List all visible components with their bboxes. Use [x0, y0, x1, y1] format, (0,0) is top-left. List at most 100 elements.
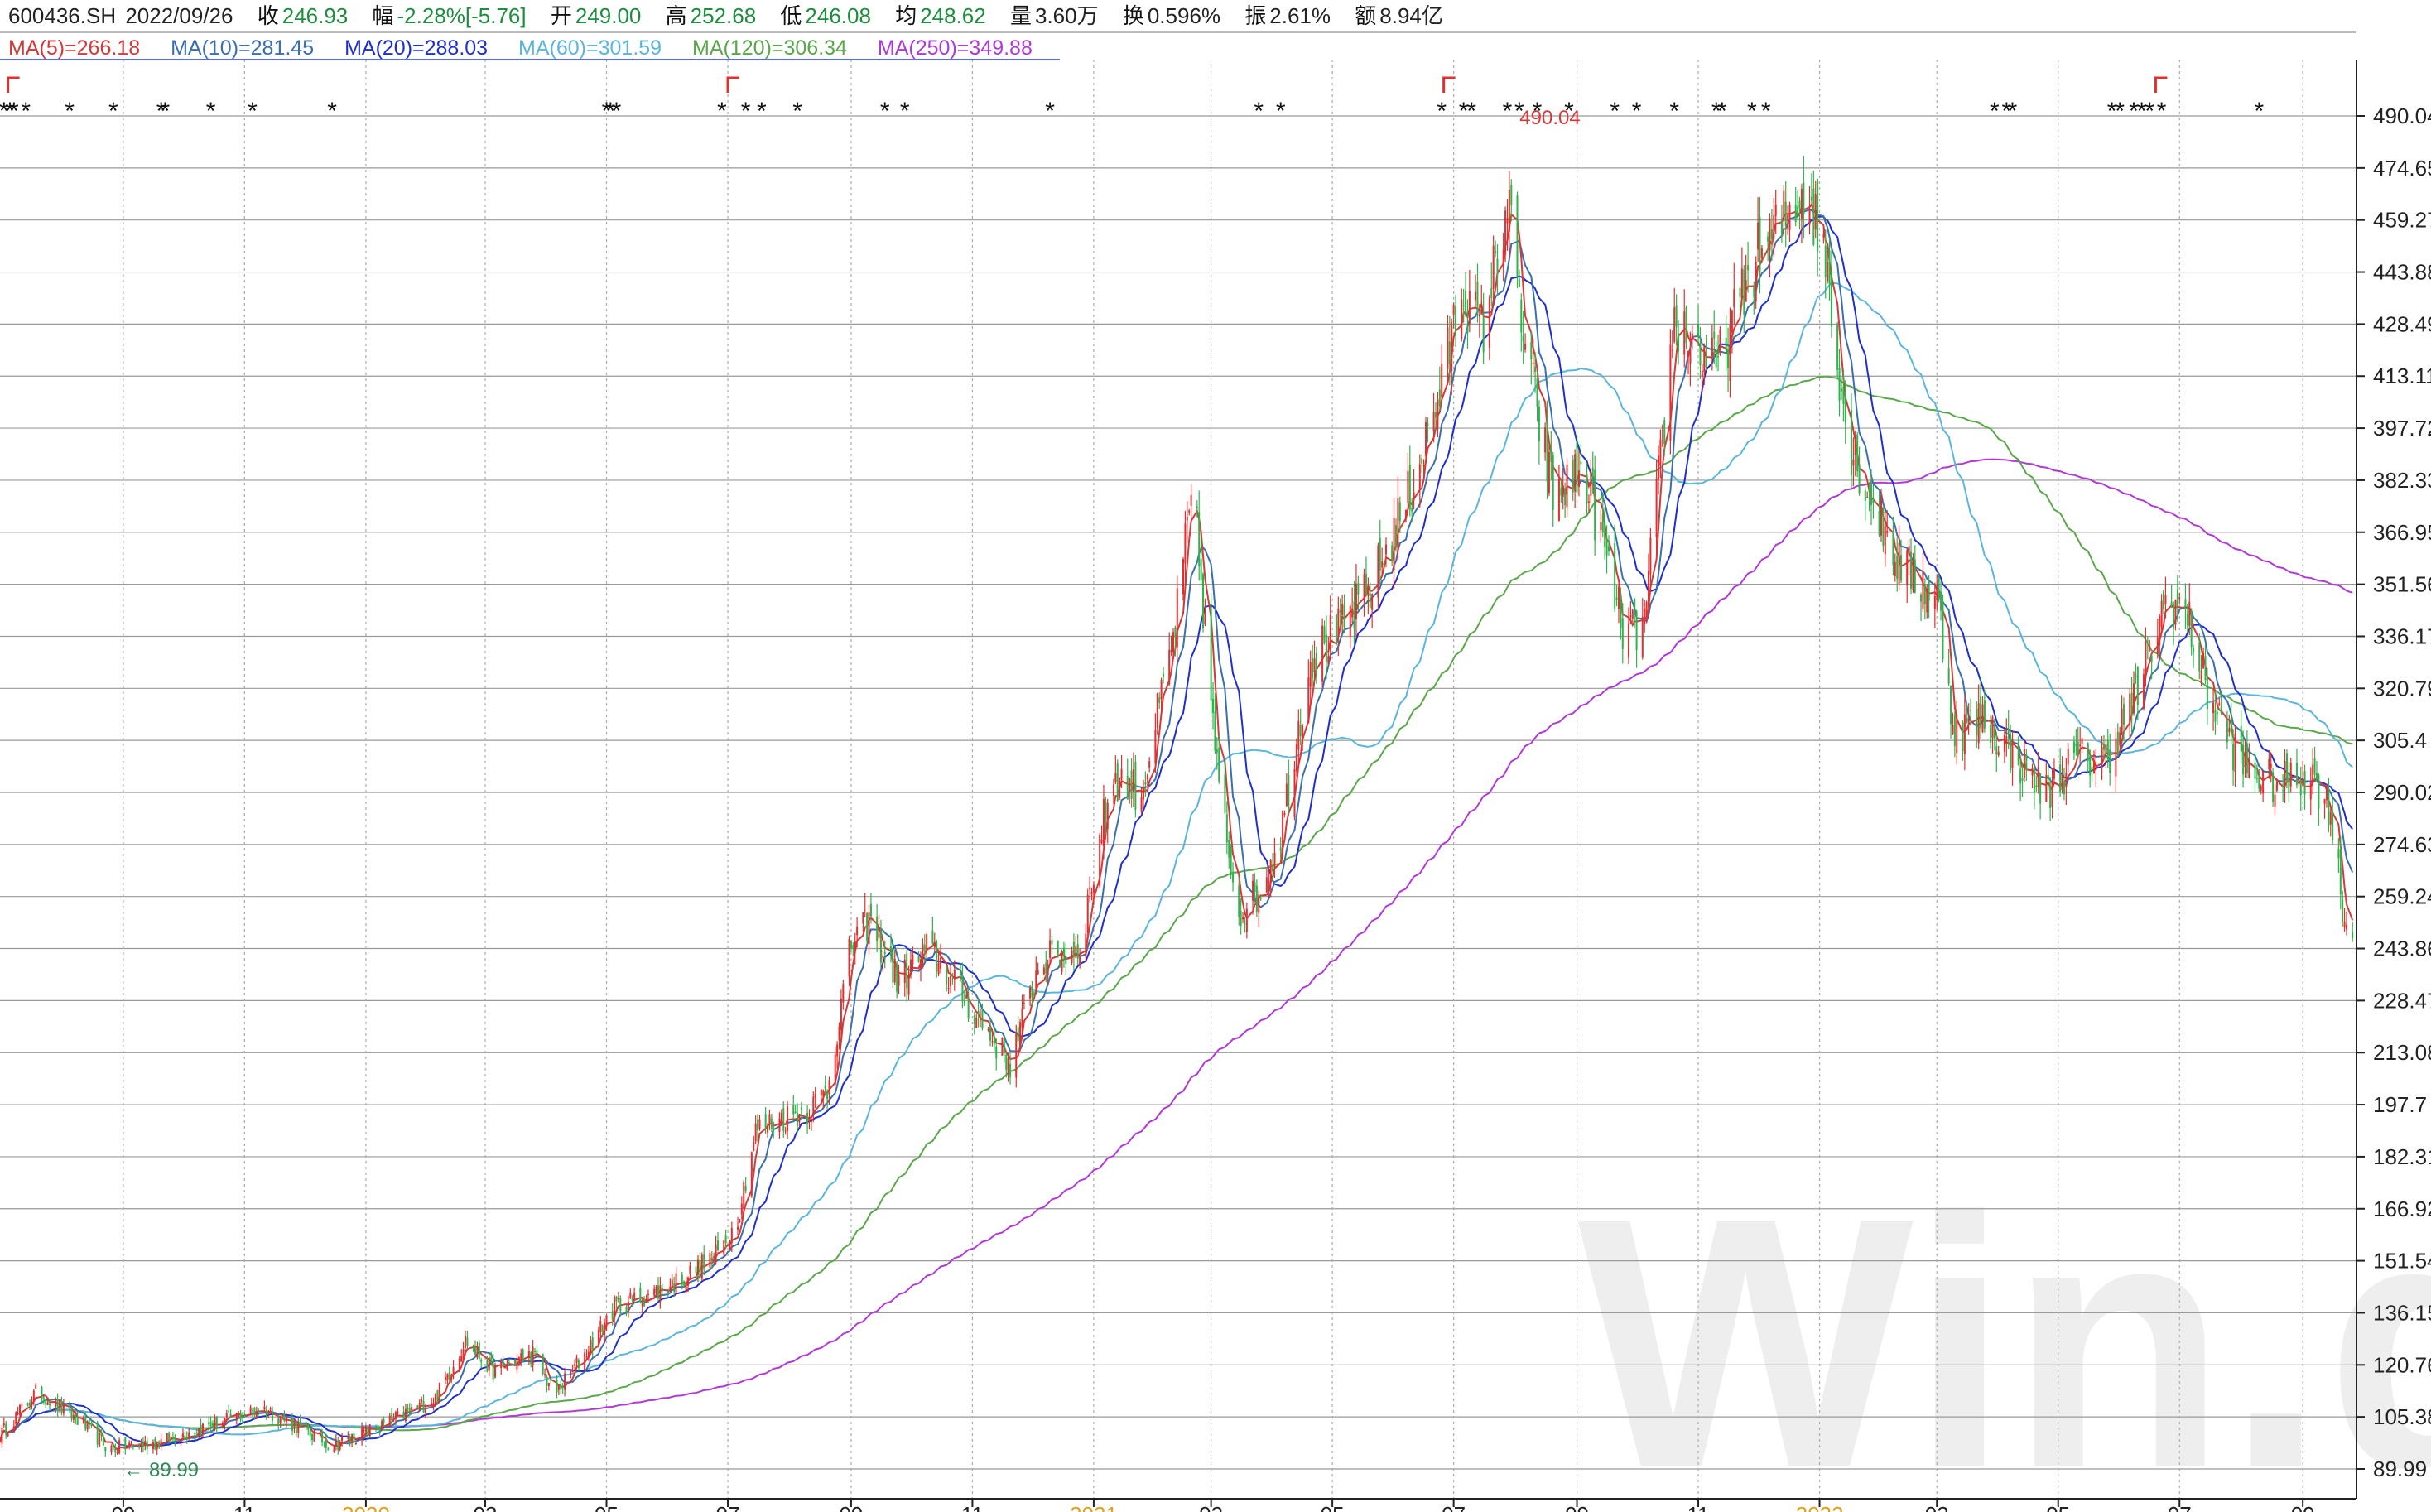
candle-body	[1828, 250, 1831, 285]
x-tick-label: 07	[2168, 1502, 2192, 1512]
candle-body	[1408, 465, 1411, 510]
candle-body	[1466, 325, 1469, 334]
candle-body	[1755, 262, 1757, 301]
candle-body	[1363, 574, 1365, 600]
event-marker: *	[741, 98, 751, 125]
candle-body	[1522, 335, 1524, 342]
candle-body	[2145, 643, 2147, 678]
candle-body	[1379, 537, 1381, 571]
candle-body	[128, 1442, 131, 1447]
candle-body	[299, 1420, 301, 1425]
candle-body	[730, 1228, 733, 1244]
candle-body	[1557, 479, 1560, 521]
candle-body	[49, 1403, 51, 1406]
ma20-legend[interactable]: MA(20)=288.03	[344, 36, 489, 60]
candle-body	[975, 1017, 978, 1028]
candles[interactable]	[0, 156, 2354, 1457]
candle-body	[1398, 502, 1401, 522]
candle-body	[1641, 616, 1644, 657]
candle-body	[561, 1385, 564, 1389]
event-markers[interactable]: *** * * * ** * * * *** * * * * * * * * * * ** * * * * * * * ** * * * **…	[0, 76, 2264, 125]
candle-body	[1745, 280, 1747, 302]
candle-body	[604, 1322, 606, 1336]
volume-value: 3.60万	[1034, 3, 1099, 28]
candle-body	[1120, 768, 1123, 780]
candle-body	[546, 1376, 548, 1386]
candle-body	[1908, 546, 1910, 556]
candle-body	[1713, 331, 1716, 339]
candle-body	[1689, 349, 1692, 364]
candle-body	[363, 1430, 365, 1432]
candle-body	[1252, 880, 1254, 901]
candle-body	[2102, 744, 2105, 750]
candle-body	[1019, 1022, 1022, 1048]
candle-body	[2010, 734, 2012, 771]
candle-body	[1042, 967, 1045, 975]
candle-body	[717, 1240, 720, 1251]
candle-body	[2193, 648, 2195, 653]
candle-body	[1743, 269, 1745, 315]
event-marker: *	[1254, 98, 1264, 125]
candle-body	[404, 1408, 407, 1422]
candle-body	[794, 1111, 797, 1114]
candle-body	[32, 1390, 35, 1402]
candle-body	[1604, 522, 1606, 547]
candle-body	[1587, 501, 1590, 503]
candle-body	[685, 1281, 687, 1290]
candle-body	[2077, 741, 2079, 755]
candle-body	[723, 1240, 725, 1254]
candle-body	[1947, 668, 1950, 684]
candle-body	[508, 1362, 510, 1364]
candle-body	[12, 1426, 15, 1433]
candle-body	[1884, 526, 1886, 555]
candle-body	[2206, 677, 2208, 710]
open-value: 249.00	[575, 3, 642, 28]
candle-body	[239, 1413, 242, 1420]
candle-body	[917, 956, 920, 963]
candle-body	[1245, 908, 1248, 932]
ma120-legend[interactable]: MA(120)=306.34	[692, 36, 847, 60]
candle-body	[808, 1117, 811, 1120]
candle-body	[1576, 442, 1578, 493]
candle-body	[1508, 189, 1510, 232]
candle-body	[277, 1418, 280, 1425]
candle-body	[836, 1044, 839, 1057]
candle-body	[1550, 447, 1552, 462]
candle-body	[898, 975, 900, 986]
candle-body	[1335, 614, 1337, 644]
candle-body	[989, 1026, 992, 1041]
candle-body	[1657, 455, 1660, 480]
candle-body	[2323, 799, 2326, 804]
candle-body	[291, 1417, 294, 1431]
candle-body	[909, 959, 912, 975]
candle-body	[337, 1442, 339, 1450]
candle-body	[2214, 710, 2217, 722]
ma60-legend[interactable]: MA(60)=301.59	[518, 36, 662, 60]
candle-body	[124, 1437, 127, 1450]
ma5-legend[interactable]: MA(5)=266.18	[8, 36, 141, 60]
ma250-legend[interactable]: MA(250)=349.88	[877, 36, 1033, 60]
candle-body	[1112, 784, 1114, 796]
candle-body	[2163, 590, 2165, 610]
candle-body	[1518, 278, 1520, 287]
candle-body	[2262, 770, 2265, 794]
candle-body	[438, 1382, 440, 1403]
candle-body	[1880, 494, 1883, 536]
event-marker: *	[605, 98, 615, 125]
ma10-legend[interactable]: MA(10)=281.45	[171, 36, 315, 60]
candle-body	[2011, 738, 2014, 768]
candle-body	[879, 930, 882, 963]
candle-body	[255, 1412, 258, 1418]
candle-body	[1102, 798, 1105, 846]
candle-body	[144, 1440, 147, 1447]
average-value: 248.62	[920, 3, 986, 28]
candle-body	[1492, 245, 1495, 289]
candle-body	[444, 1376, 446, 1380]
candle-body	[883, 951, 886, 955]
candle-body	[45, 1399, 47, 1405]
candle-body	[1035, 970, 1037, 992]
y-tick-label: 474.65	[2373, 156, 2431, 181]
candle-body	[1282, 810, 1284, 857]
candle-body	[1981, 704, 1984, 733]
